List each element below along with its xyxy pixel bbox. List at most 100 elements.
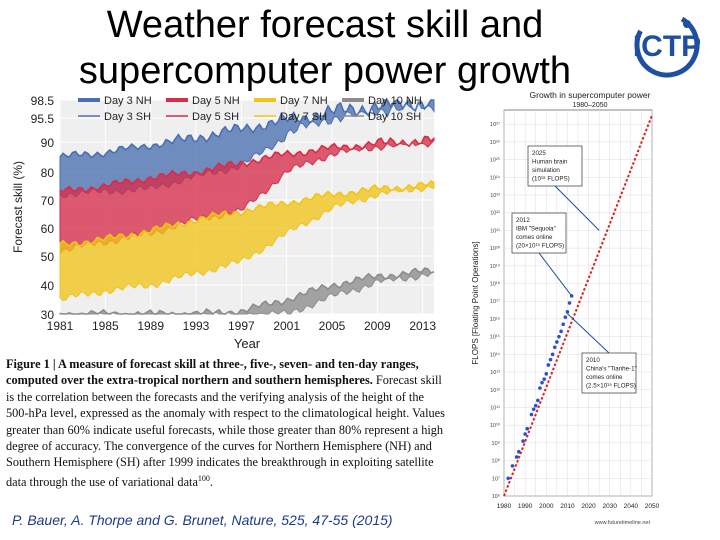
flops-point bbox=[540, 380, 544, 385]
flops-point bbox=[557, 334, 561, 339]
flops-point bbox=[542, 377, 546, 381]
flops-point bbox=[536, 398, 540, 403]
ictp-logo-text: ICTP bbox=[633, 30, 701, 63]
flops-y-tick: 10¹⁴ bbox=[490, 351, 501, 358]
x-tick-label: 2009 bbox=[364, 319, 391, 333]
flops-y-tick: 10⁹ bbox=[492, 440, 500, 447]
flops-point bbox=[510, 464, 515, 468]
annotation-text: Human brain bbox=[532, 159, 568, 166]
flops-point bbox=[533, 403, 538, 408]
line-day-5-nh bbox=[59, 135, 435, 194]
flops-point bbox=[567, 301, 572, 305]
forecast-skill-chart: 30 40 50 60 70 80 90 95.5 98.5 1981 1985 1989 1993 19… bbox=[11, 94, 436, 351]
flops-y-tick: 10²⁰ bbox=[490, 245, 501, 252]
flops-point bbox=[548, 357, 553, 362]
flops-x-tick: 2050 bbox=[645, 503, 660, 510]
legend-label: Day 5 NH bbox=[192, 95, 240, 107]
flops-y-tick: 10¹⁰ bbox=[490, 422, 501, 429]
legend-label: Day 10 NH bbox=[368, 95, 422, 107]
flops-y-tick: 10²³ bbox=[490, 193, 500, 199]
flops-point bbox=[544, 372, 549, 376]
annotation-text: comes online bbox=[586, 374, 623, 381]
flops-point bbox=[531, 407, 536, 412]
flops-subtitle: 1980–2050 bbox=[572, 102, 607, 109]
annotation-text: 2012 bbox=[516, 217, 530, 224]
legend-label: Day 3 SH bbox=[104, 111, 151, 123]
flops-y-tick: 10⁸ bbox=[492, 458, 500, 465]
flops-x-tick: 2000 bbox=[539, 503, 554, 510]
flops-point bbox=[523, 432, 527, 436]
flops-point bbox=[525, 426, 530, 431]
ictp-logo: ICTP bbox=[633, 12, 701, 78]
ictp-logo-mark bbox=[634, 12, 700, 78]
annotation-leader bbox=[567, 313, 610, 354]
annotation-text: IBM "Sequoia" bbox=[516, 226, 556, 233]
x-tick-label: 1981 bbox=[47, 319, 74, 333]
line-day-10-nh bbox=[59, 267, 435, 316]
legend-label: Day 7 SH bbox=[280, 111, 327, 123]
y-tick-label: 60 bbox=[41, 222, 55, 236]
flops-y-label: FLOPS [Floating Point Operations] bbox=[471, 241, 480, 364]
annotation-leader bbox=[538, 252, 573, 297]
flops-growth-chart: Growth in supercomputer power 1980–2050 10… bbox=[471, 90, 660, 526]
flops-y-tick: 10²⁶ bbox=[490, 139, 500, 146]
title-line-1: Weather forecast skill and bbox=[106, 4, 544, 46]
flops-y-tick: 10¹⁶ bbox=[490, 316, 500, 323]
citation: P. Bauer, A. Thorpe and G. Brunet, Natur… bbox=[12, 512, 393, 528]
y-tick-label: 95.5 bbox=[31, 112, 55, 126]
y-axis-label: Forecast skill (%) bbox=[11, 161, 25, 253]
flops-x-tick: 2010 bbox=[560, 503, 575, 510]
annotation-text: (2.5×10¹⁵ FLOPS) bbox=[586, 383, 636, 390]
legend-label: Day 7 NH bbox=[280, 95, 328, 107]
flops-x-tick: 2030 bbox=[602, 503, 617, 510]
legend-label: Day 10 SH bbox=[368, 111, 421, 123]
y-tick-label: 40 bbox=[41, 279, 55, 293]
caption-text: Forecast skill is the correlation betwee… bbox=[6, 373, 445, 489]
flops-y-tick: 10⁷ bbox=[492, 475, 500, 482]
flops-y-tick: 10²⁴ bbox=[490, 174, 501, 181]
y-tick-label: 80 bbox=[41, 166, 55, 180]
flops-point bbox=[559, 329, 563, 334]
flops-point bbox=[521, 439, 525, 443]
flops-y-tick: 10²¹ bbox=[490, 228, 500, 234]
annotation-text: simulation bbox=[532, 167, 560, 174]
x-tick-label: 1985 bbox=[92, 319, 119, 333]
annotation-box bbox=[511, 212, 567, 254]
legend-label: Day 3 NH bbox=[104, 95, 152, 107]
caption-bold: Figure 1 | A measure of forecast skill a… bbox=[6, 357, 419, 388]
flops-point bbox=[514, 455, 519, 459]
flops-y-tick: 10¹³ bbox=[490, 370, 500, 376]
line-day-3-nh bbox=[59, 98, 434, 159]
figure-caption: Figure 1 | A measure of forecast skill a… bbox=[6, 357, 445, 489]
x-tick-label: 1989 bbox=[137, 319, 164, 333]
x-tick-label: 2001 bbox=[273, 319, 300, 333]
annotation-box bbox=[527, 145, 583, 187]
y-tick-label: 90 bbox=[41, 136, 55, 150]
x-tick-label: 1993 bbox=[183, 319, 210, 333]
flops-x-tick: 1990 bbox=[518, 503, 533, 510]
flops-point bbox=[563, 315, 568, 319]
flops-y-tick: 10²⁵ bbox=[490, 157, 500, 164]
flops-y-tick: 10²² bbox=[490, 211, 500, 217]
flops-y-tick: 10⁶ bbox=[492, 493, 500, 500]
annotation-text: 2010 bbox=[586, 357, 600, 364]
annotation-text: (10¹⁸ FLOPS) bbox=[532, 176, 570, 183]
annotation-leader bbox=[554, 185, 600, 231]
flops-y-tick: 10¹⁷ bbox=[490, 298, 500, 305]
flops-point bbox=[529, 412, 534, 417]
legend-label: Day 5 SH bbox=[192, 111, 239, 123]
flops-point bbox=[552, 345, 557, 350]
x-tick-label: 2013 bbox=[409, 319, 436, 333]
flops-x-tick: 1980 bbox=[497, 503, 512, 510]
annotation-text: (20×10¹⁵ FLOPS) bbox=[516, 243, 564, 250]
flops-point bbox=[538, 386, 542, 390]
annotation-box bbox=[581, 352, 637, 394]
y-tick-label: 50 bbox=[41, 250, 55, 264]
flops-point bbox=[555, 340, 559, 344]
annotation-text: 2025 bbox=[532, 150, 546, 157]
flops-trend-line bbox=[503, 114, 653, 497]
flops-x-tick: 2040 bbox=[624, 503, 639, 510]
flops-y-tick: 10¹² bbox=[490, 388, 500, 394]
y-tick-label: 70 bbox=[41, 194, 55, 208]
slide-title: Weather forecast skill and supercomputer… bbox=[40, 2, 610, 94]
